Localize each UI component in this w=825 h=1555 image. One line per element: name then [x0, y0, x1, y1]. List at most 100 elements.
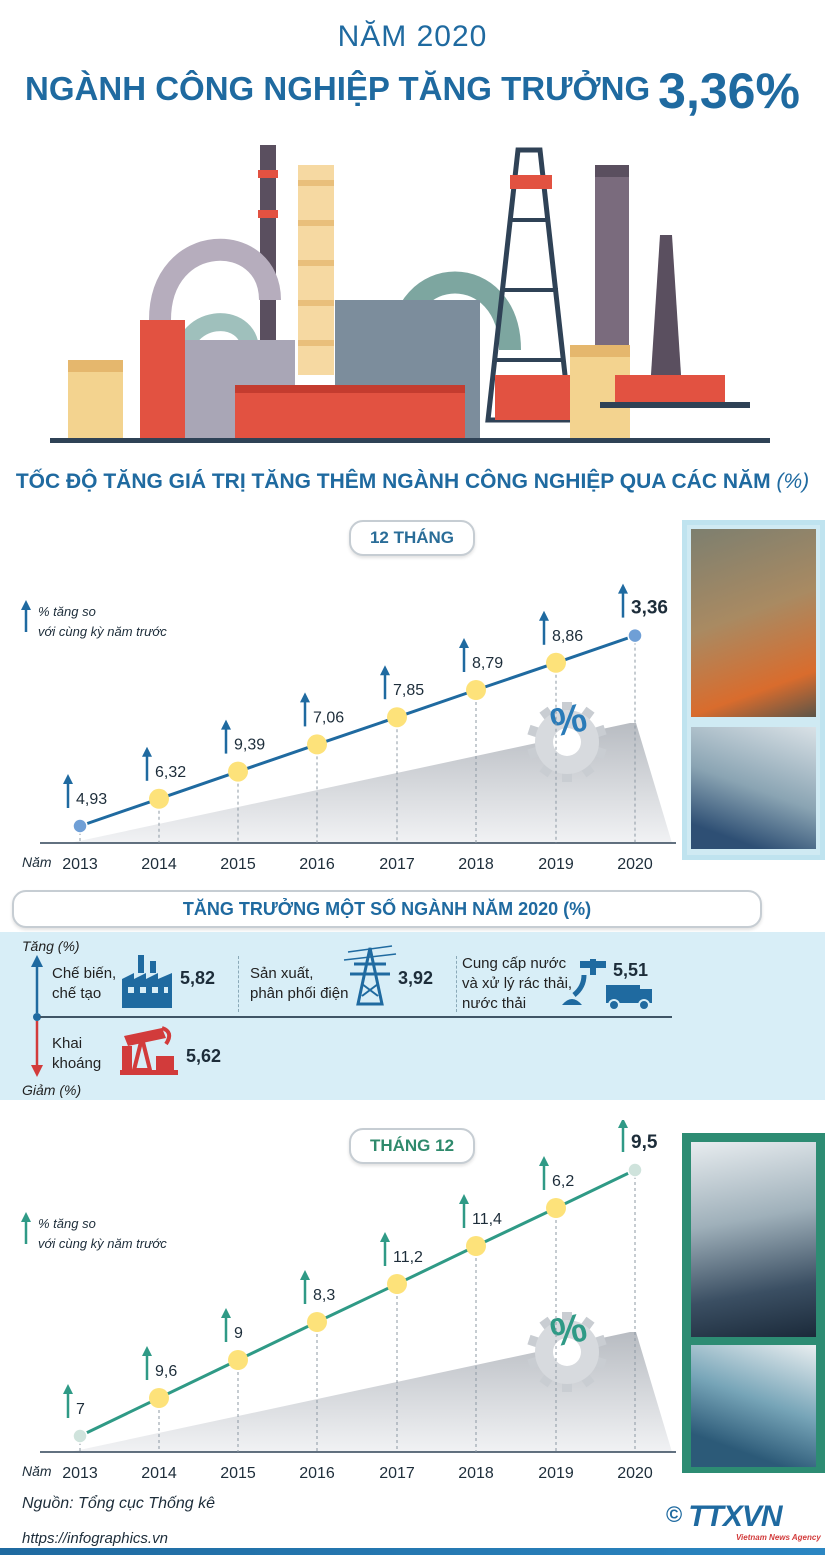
up-arrow-head: [380, 665, 390, 676]
data-point: [627, 1162, 643, 1178]
x-tick-label: 2017: [379, 1465, 415, 1482]
sector-manufacturing-name: Chế biến, chế tạo: [52, 964, 116, 1004]
x-tick-label: 2016: [299, 1465, 335, 1482]
pipe: [149, 238, 281, 321]
data-label: 6,2: [552, 1173, 574, 1190]
ttxvn-logo: © TTXVN Vietnam News Agency: [666, 1500, 821, 1542]
x-axis-prefix: Năm: [22, 854, 52, 870]
series-line: [79, 1168, 636, 1438]
antenna-tower: [650, 235, 682, 390]
up-arrow-head: [539, 610, 549, 621]
legend-text: % tăng so: [38, 1216, 96, 1231]
divider: [238, 956, 239, 1012]
up-arrow-head: [300, 1270, 310, 1280]
sector-electricity-name: Sản xuất, phân phối điện: [250, 964, 348, 1004]
logo-text: TTXVN: [688, 1500, 782, 1533]
photo-food-processing: [691, 1345, 816, 1467]
oil-pump-icon: [120, 1026, 178, 1075]
legend-arrow-head: [21, 600, 31, 610]
data-point: [149, 788, 169, 809]
x-tick-label: 2014: [141, 856, 177, 873]
sector-name-line: chế tạo: [52, 985, 102, 1002]
sector-manufacturing-value: 5,82: [180, 968, 216, 988]
sector-water-value: 5,51: [613, 960, 649, 980]
x-tick-label: 2017: [379, 856, 415, 873]
series-line: [79, 634, 636, 828]
up-arrow-head: [142, 746, 152, 757]
data-point: [466, 680, 486, 700]
legend-text: với cùng kỳ năm trước: [38, 1236, 167, 1251]
data-point: [72, 1428, 88, 1444]
data-label: 11,2: [393, 1249, 423, 1266]
up-arrow-head: [221, 719, 231, 730]
sector-electricity-value: 3,92: [398, 968, 434, 988]
up-arrow-head: [459, 1194, 469, 1204]
x-tick-label: 2019: [538, 856, 574, 873]
sectors-title: TĂNG TRƯỞNG MỘT SỐ NGÀNH NĂM 2020 (%): [12, 890, 762, 928]
data-point: [72, 818, 88, 834]
source-note: Nguồn: Tổng cục Thống kê: [22, 1495, 216, 1512]
legend-arrow-head: [21, 1212, 31, 1222]
data-label: 4,93: [76, 791, 107, 808]
power-pylon-icon: [343, 945, 397, 1006]
x-tick-label: 2020: [617, 856, 653, 873]
x-axis-prefix: Năm: [22, 1463, 52, 1479]
data-point: [627, 627, 643, 644]
sector-name-line: phân phối điện: [250, 985, 349, 1002]
sector-name-line: Cung cấp nước: [462, 955, 567, 972]
x-tick-label: 2015: [220, 856, 256, 873]
x-tick-label: 2014: [141, 1465, 177, 1482]
data-point: [228, 761, 248, 782]
data-label: 9,5: [631, 1132, 658, 1153]
chart-12-months: % 4,93 2013 6,32 2014 9,39 2015 7,06 2016 7,85 201…: [21, 583, 676, 873]
ground-line: [50, 438, 770, 443]
header-year: NĂM 2020: [337, 20, 488, 53]
data-point: [387, 1274, 407, 1294]
up-arrow-icon: [31, 955, 43, 967]
data-label: 8,3: [313, 1287, 335, 1304]
water-waste-icon: [562, 959, 652, 1011]
sector-name-line: nước thải: [462, 995, 527, 1012]
x-tick-label: 2013: [62, 856, 98, 873]
legend-text: % tăng so: [38, 604, 96, 619]
header-title-value: 3,36%: [658, 63, 800, 119]
legend-text: với cùng kỳ năm trước: [38, 624, 167, 639]
section-subtitle: TỐC ĐỘ TĂNG GIÁ TRỊ TĂNG THÊM NGÀNH CÔNG…: [0, 470, 825, 494]
divider: [40, 1016, 672, 1018]
up-arrow-head: [63, 774, 73, 784]
up-down-axis: [31, 955, 43, 1077]
data-point: [307, 1312, 327, 1332]
smokestack: [595, 165, 629, 375]
up-arrow-head: [618, 583, 628, 594]
up-arrow-head: [539, 1156, 549, 1166]
x-tick-label: 2013: [62, 1465, 98, 1482]
divider: [456, 956, 457, 1012]
data-point: [228, 1350, 248, 1370]
data-label: 9: [234, 1325, 243, 1342]
photo-panel-workers: [682, 520, 825, 860]
data-point: [149, 1388, 169, 1408]
sector-name-line: Chế biến,: [52, 965, 117, 982]
industrial-plant-illustration: [50, 145, 770, 443]
sector-mining-name: Khai khoáng: [52, 1034, 101, 1074]
sector-name-line: khoáng: [52, 1055, 102, 1072]
furnace: [140, 320, 185, 440]
copyright-mark: ©: [666, 1502, 683, 1527]
processing-unit: [235, 390, 465, 440]
photo-panel-factory: [682, 1133, 825, 1473]
x-tick-label: 2018: [458, 856, 494, 873]
storage-tank: [68, 370, 123, 440]
website-link[interactable]: https://infographics.vn: [22, 1530, 168, 1547]
data-point: [387, 707, 407, 728]
footer-stripe: [0, 1548, 825, 1555]
data-label: 7,85: [393, 682, 424, 699]
up-arrow-head: [380, 1232, 390, 1242]
platform: [615, 375, 725, 403]
x-tick-label: 2016: [299, 856, 335, 873]
factory-icon: [122, 955, 172, 1008]
decrease-label: Giảm (%): [22, 1082, 82, 1098]
data-label: 9,6: [155, 1363, 177, 1380]
up-arrow-head: [300, 692, 310, 703]
up-arrow-head: [63, 1384, 73, 1394]
decorative-ramp: [70, 723, 672, 843]
